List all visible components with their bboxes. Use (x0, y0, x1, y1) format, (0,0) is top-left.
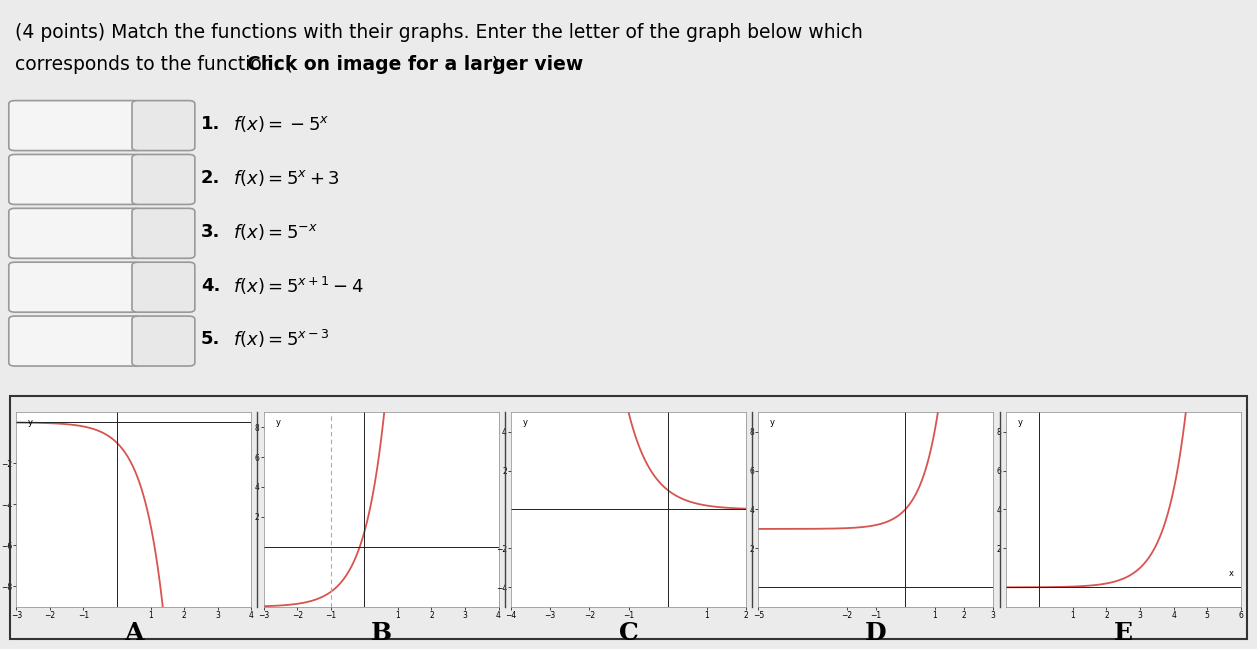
Text: Click on image for a larger view: Click on image for a larger view (246, 55, 583, 74)
Text: C: C (618, 621, 639, 644)
Text: $f(x) = -5^x$: $f(x) = -5^x$ (233, 114, 329, 134)
Text: B: B (371, 621, 392, 644)
Text: 2.: 2. (201, 169, 220, 187)
Text: $f(x) = 5^{-x}$: $f(x) = 5^{-x}$ (233, 222, 318, 241)
Text: y: y (523, 418, 528, 427)
Text: $f(x) = 5^x + 3$: $f(x) = 5^x + 3$ (233, 168, 339, 188)
Text: E: E (1114, 621, 1133, 644)
Text: y: y (771, 418, 776, 427)
Text: 5.: 5. (201, 330, 220, 349)
Text: (4 points) Match the functions with their graphs. Enter the letter of the graph : (4 points) Match the functions with thei… (15, 23, 864, 42)
Text: $f(x) = 5^{x-3}$: $f(x) = 5^{x-3}$ (233, 328, 329, 350)
Text: A: A (124, 621, 143, 644)
Text: 4.: 4. (201, 276, 220, 295)
Text: y: y (275, 418, 280, 427)
Text: y: y (28, 418, 33, 427)
Text: $f(x) = 5^{x+1} - 4$: $f(x) = 5^{x+1} - 4$ (233, 275, 363, 297)
Text: 1.: 1. (201, 115, 220, 133)
Text: y: y (1018, 418, 1023, 427)
Text: 3.: 3. (201, 223, 220, 241)
Text: corresponds to the function. (: corresponds to the function. ( (15, 55, 299, 74)
Text: x: x (1228, 569, 1233, 578)
Text: D: D (865, 621, 886, 644)
Text: ): ) (486, 55, 499, 74)
